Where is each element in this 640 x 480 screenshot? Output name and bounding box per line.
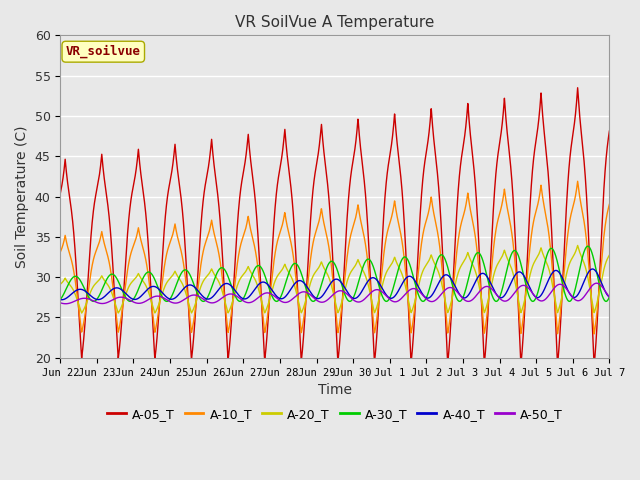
A-10_T (554, 327, 561, 333)
A-20_T (56, 281, 64, 287)
A-40_T (56, 297, 64, 302)
A-50_T (593, 280, 600, 286)
A-05_T (174, 170, 182, 176)
A-30_T (163, 299, 171, 304)
A-20_T (78, 310, 86, 316)
A-40_T (388, 295, 396, 301)
A-10_T (210, 228, 218, 234)
A-10_T (590, 331, 598, 337)
A-40_T (605, 294, 613, 300)
A-40_T (58, 297, 65, 302)
A-05_T (388, 136, 396, 142)
A-10_T (388, 211, 396, 217)
A-20_T (574, 242, 582, 248)
A-05_T (554, 356, 561, 361)
A-50_T (554, 282, 561, 288)
Line: A-20_T: A-20_T (60, 245, 609, 313)
A-10_T (174, 236, 182, 241)
A-10_T (398, 238, 406, 243)
A-30_T (584, 243, 592, 249)
A-50_T (388, 298, 396, 304)
A-20_T (605, 252, 613, 258)
A-30_T (210, 278, 218, 284)
Line: A-30_T: A-30_T (60, 246, 609, 301)
A-50_T (174, 300, 182, 306)
A-20_T (554, 309, 561, 315)
A-40_T (398, 281, 406, 287)
A-10_T (605, 202, 613, 208)
A-50_T (210, 300, 218, 306)
A-30_T (605, 294, 613, 300)
A-30_T (174, 277, 182, 283)
A-05_T (605, 129, 613, 135)
A-40_T (589, 266, 596, 272)
Line: A-50_T: A-50_T (60, 283, 609, 304)
A-20_T (388, 260, 396, 265)
A-05_T (210, 158, 218, 164)
A-10_T (56, 249, 64, 255)
Line: A-40_T: A-40_T (60, 269, 609, 300)
A-30_T (398, 256, 406, 262)
A-05_T (56, 191, 64, 196)
A-50_T (605, 294, 613, 300)
X-axis label: Time: Time (318, 383, 352, 397)
A-50_T (605, 294, 613, 300)
A-40_T (174, 292, 182, 298)
Line: A-05_T: A-05_T (60, 88, 609, 366)
Line: A-10_T: A-10_T (60, 181, 609, 334)
A-05_T (605, 128, 613, 134)
A-50_T (398, 295, 406, 300)
A-20_T (174, 274, 182, 280)
A-05_T (590, 363, 598, 369)
Y-axis label: Soil Temperature (C): Soil Temperature (C) (15, 125, 29, 268)
A-30_T (554, 259, 561, 264)
A-40_T (554, 268, 561, 274)
A-10_T (574, 179, 582, 184)
A-30_T (56, 297, 64, 302)
Legend: A-05_T, A-10_T, A-20_T, A-30_T, A-40_T, A-50_T: A-05_T, A-10_T, A-20_T, A-30_T, A-40_T, … (102, 403, 568, 426)
Title: VR SoilVue A Temperature: VR SoilVue A Temperature (235, 15, 435, 30)
Text: VR_soilvue: VR_soilvue (66, 45, 141, 59)
A-20_T (398, 271, 406, 277)
A-50_T (56, 300, 64, 306)
A-50_T (62, 301, 70, 307)
A-20_T (605, 252, 613, 258)
A-40_T (210, 293, 218, 299)
A-30_T (388, 288, 396, 294)
A-20_T (210, 271, 218, 276)
A-30_T (605, 294, 613, 300)
A-05_T (574, 85, 582, 91)
A-10_T (605, 202, 613, 207)
A-40_T (605, 294, 613, 300)
A-05_T (398, 186, 406, 192)
